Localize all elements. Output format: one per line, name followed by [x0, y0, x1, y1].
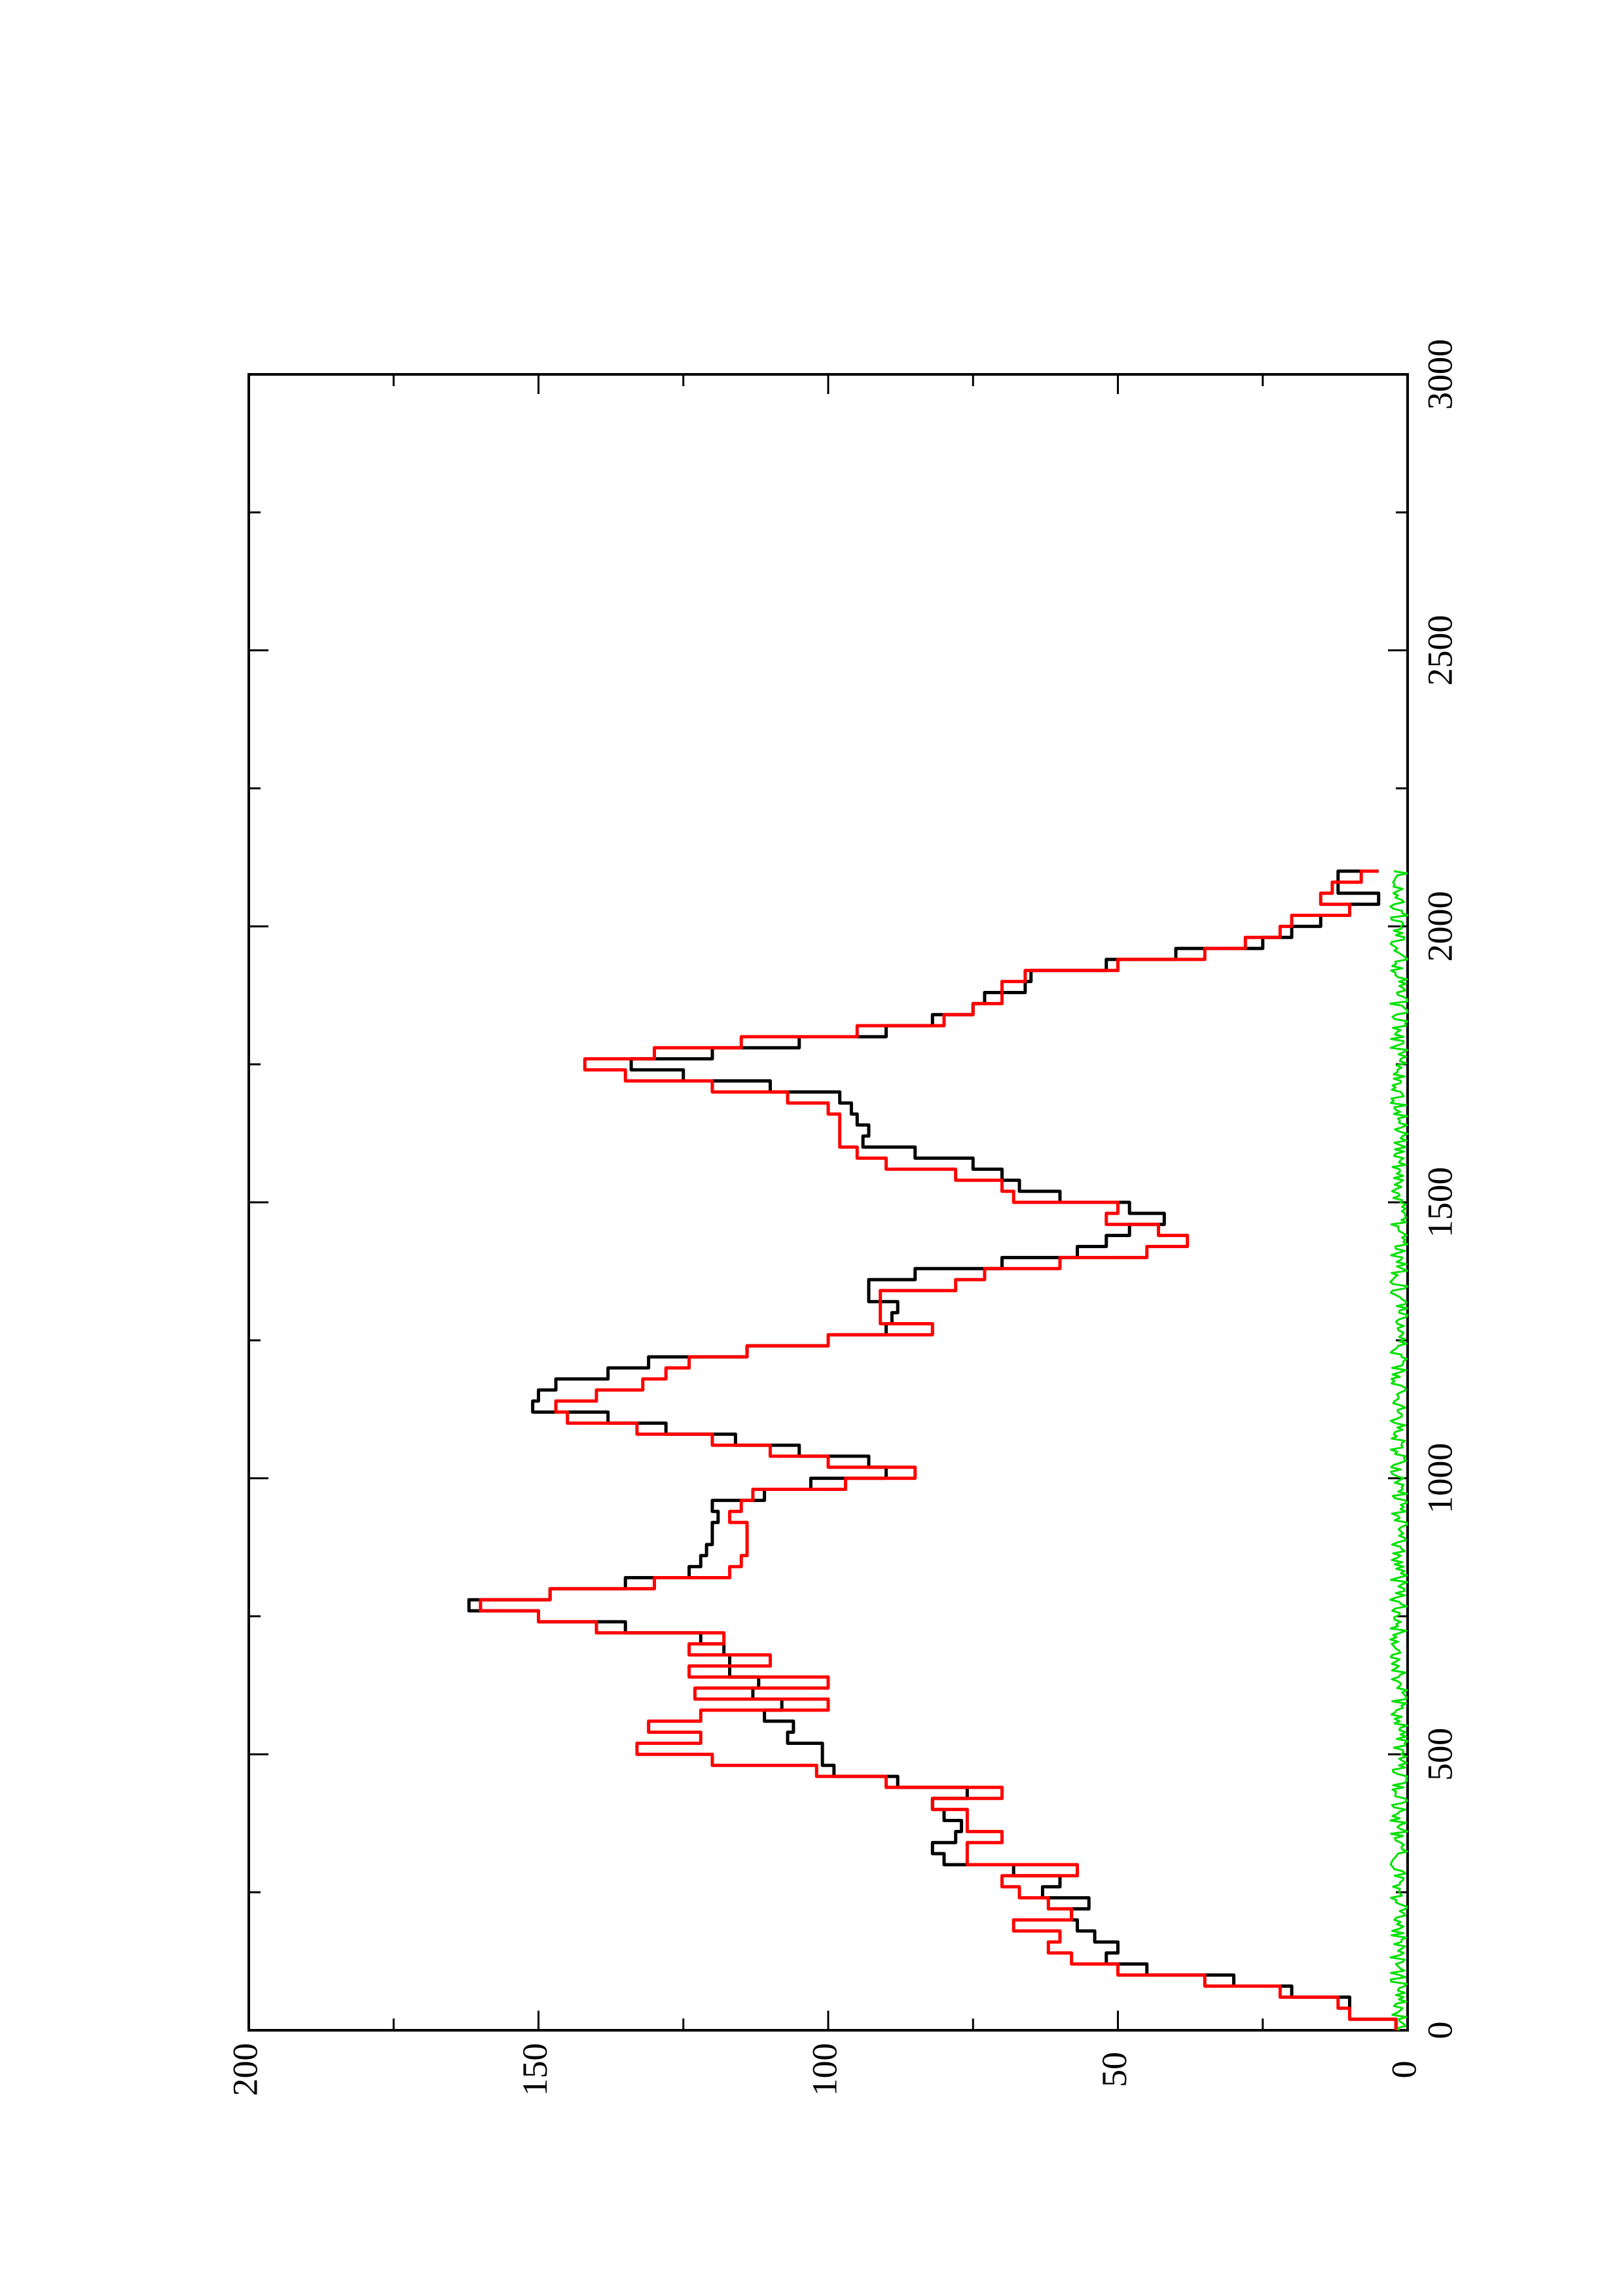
plot-area: 0 500 1000 1500 2000 2500 3000 0 50 100 150 200 [225, 339, 1459, 2096]
plot-frame [247, 373, 1409, 2032]
x-tick-label: 1500 [1420, 1167, 1459, 1238]
x-tick-label: 2500 [1420, 615, 1459, 686]
y-tick-label: 100 [805, 2043, 844, 2096]
series-line-0 [467, 869, 1398, 2030]
y-tick-label: 0 [1384, 2061, 1423, 2079]
x-tick-label: 0 [1420, 2022, 1459, 2039]
y-tick-label: 50 [1095, 2052, 1134, 2087]
y-tick-label: 150 [515, 2043, 555, 2096]
x-tick-label: 500 [1420, 1728, 1459, 1781]
y-tick-label: 200 [225, 2043, 264, 2096]
x-tick-label: 1000 [1420, 1443, 1459, 1514]
series-line-1 [479, 869, 1398, 2030]
x-tick-label: 3000 [1420, 339, 1459, 410]
x-tick-label: 2000 [1420, 891, 1459, 961]
series-line-2 [1389, 870, 1409, 2031]
